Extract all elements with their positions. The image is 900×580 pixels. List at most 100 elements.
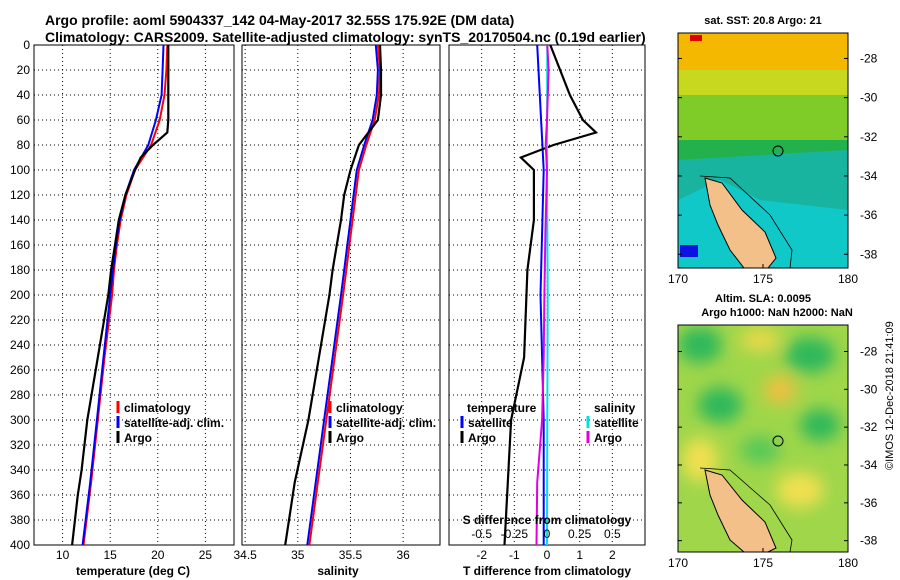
y-tick-label: 180 <box>10 263 30 277</box>
sla-map-image <box>678 325 848 552</box>
temperature-xlabel: temperature (deg C) <box>76 564 190 578</box>
legend-label-climatology: climatology <box>336 401 403 415</box>
y-tick-label: 160 <box>10 238 30 252</box>
y-tick-label: 340 <box>10 463 30 477</box>
y-tick-label: 140 <box>10 213 30 227</box>
x-tick-label: 2 <box>609 548 616 562</box>
series-line-argo <box>284 45 383 545</box>
lat-tick-label: -28 <box>860 344 878 358</box>
y-tick-label: 240 <box>10 338 30 352</box>
difference-xlabel2: S difference from climatology <box>463 513 632 527</box>
series-line-s-argo <box>535 45 550 545</box>
series-line-climatology <box>308 45 382 545</box>
x-tick-label: 34.5 <box>233 548 257 562</box>
sst-map-title: sat. SST: 20.8 Argo: 21 <box>704 15 822 27</box>
lat-tick-label: -30 <box>860 382 878 396</box>
lon-tick-label: 170 <box>668 556 688 570</box>
x2-tick-label: 0 <box>544 527 551 541</box>
temperature-legend: climatology satellite-adj. clim. Argo <box>116 401 224 445</box>
title-line-1: Argo profile: aoml 5904337_142 04-May-20… <box>45 12 514 28</box>
x-tick-label: 1 <box>576 548 583 562</box>
lat-tick-label: -36 <box>860 496 878 510</box>
x-tick-label: -2 <box>476 548 487 562</box>
difference-legend: temperature salinity satellite Argo sate… <box>460 401 639 445</box>
x2-tick-label: -0.25 <box>501 527 529 541</box>
lon-tick-label: 175 <box>753 272 773 286</box>
title-line-2: Climatology: CARS2009. Satellite-adjuste… <box>45 29 646 45</box>
x-tick-label: 10 <box>56 548 70 562</box>
lat-tick-label: -34 <box>860 458 878 472</box>
y-tick-label: 120 <box>10 188 30 202</box>
legend-heading-salinity: salinity <box>594 401 636 415</box>
y-tick-label: 400 <box>10 538 30 552</box>
data-series <box>71 45 599 545</box>
legend-label-s-satellite: satellite <box>594 416 639 430</box>
lon-tick-label: 180 <box>838 556 858 570</box>
sla-map-title-2: Argo h1000: NaN h2000: NaN <box>701 307 853 319</box>
legend-label-s-argo: Argo <box>594 431 622 445</box>
y-tick-label: 40 <box>17 88 31 102</box>
legend-label-satellite: satellite-adj. clim. <box>336 416 436 430</box>
y-tick-label: 200 <box>10 288 30 302</box>
y-tick-label: 300 <box>10 413 30 427</box>
legend-label-t-satellite: satellite <box>468 416 513 430</box>
salinity-xlabel: salinity <box>317 564 359 578</box>
tick-labels: 0204060801001201401601802002202402602803… <box>10 38 621 562</box>
salinity-legend: climatology satellite-adj. clim. Argo <box>328 401 436 445</box>
lat-tick-label: -32 <box>860 420 878 434</box>
grid-lines <box>34 45 645 545</box>
series-line-satellite-adj-clim- <box>306 45 379 545</box>
y-tick-label: 20 <box>17 63 31 77</box>
difference-panel-series <box>503 45 599 545</box>
x-tick-label: 25 <box>199 548 213 562</box>
legend-label-climatology: climatology <box>124 401 191 415</box>
x-tick-label: 36 <box>396 548 410 562</box>
series-line-t-argo <box>503 45 599 545</box>
sla-map-title-1: Altim. SLA: 0.0095 <box>715 293 811 305</box>
lat-tick-label: -28 <box>860 51 878 65</box>
lat-tick-label: -30 <box>860 91 878 105</box>
imos-credit: ©IMOS 12-Dec-2018 21:41:09 <box>884 321 896 470</box>
y-tick-label: 260 <box>10 363 30 377</box>
legend-heading-temperature: temperature <box>467 401 537 415</box>
x-tick-label: 0 <box>544 548 551 562</box>
y-tick-label: 320 <box>10 438 30 452</box>
lat-tick-label: -36 <box>860 208 878 222</box>
temperature-panel-series <box>71 45 170 545</box>
y-tick-label: 280 <box>10 388 30 402</box>
series-line-argo <box>71 45 170 545</box>
y-tick-label: 80 <box>17 138 31 152</box>
x-tick-label: 35 <box>291 548 305 562</box>
x-tick-label: 20 <box>151 548 165 562</box>
lon-tick-label: 175 <box>753 556 773 570</box>
lat-tick-label: -38 <box>860 247 878 261</box>
legend-label-argo: Argo <box>336 431 364 445</box>
y-tick-label: 60 <box>17 113 31 127</box>
x2-tick-label: 0.5 <box>604 527 621 541</box>
x2-tick-label: -0.5 <box>471 527 492 541</box>
y-tick-label: 0 <box>23 38 30 52</box>
difference-xlabel: T difference from climatology <box>463 564 631 578</box>
sst-map-image <box>678 33 848 268</box>
x-tick-label: 35.5 <box>339 548 363 562</box>
legend-label-satellite: satellite-adj. clim. <box>124 416 224 430</box>
lat-tick-label: -38 <box>860 534 878 548</box>
y-tick-label: 380 <box>10 513 30 527</box>
legend-label-argo: Argo <box>124 431 152 445</box>
lat-tick-label: -32 <box>860 130 878 144</box>
y-tick-label: 100 <box>10 163 30 177</box>
x2-tick-label: 0.25 <box>568 527 592 541</box>
series-line-t-satellite <box>536 45 545 545</box>
sla-map-ticks: -28 -30 -32 -34 -36 -38 170 175 180 <box>668 344 878 570</box>
sst-map-ticks: -28 -30 -32 -34 -36 -38 170 175 180 <box>668 51 878 286</box>
y-tick-label: 220 <box>10 313 30 327</box>
lat-tick-label: -34 <box>860 169 878 183</box>
lon-tick-label: 170 <box>668 272 688 286</box>
x-tick-label: -1 <box>509 548 520 562</box>
legend-label-t-argo: Argo <box>468 431 496 445</box>
salinity-panel-series <box>284 45 383 545</box>
lon-tick-label: 180 <box>838 272 858 286</box>
x-tick-label: 15 <box>104 548 118 562</box>
y-tick-label: 360 <box>10 488 30 502</box>
